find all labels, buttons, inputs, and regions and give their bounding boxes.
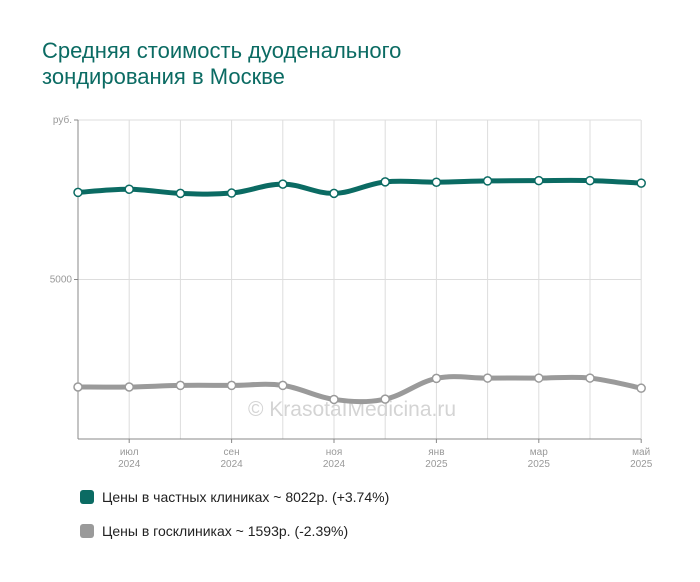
chart-title-line-1: Средняя стоимость дуоденального: [42, 38, 402, 63]
x-tick-label-month: ноя: [326, 447, 343, 458]
x-tick-label-month: май: [632, 447, 650, 458]
data-points: [73, 175, 646, 405]
series: [75, 177, 644, 405]
data-point-private[interactable]: [124, 184, 134, 194]
data-point-public[interactable]: [226, 380, 237, 391]
x-tick-label-year: 2025: [425, 459, 448, 470]
line-chart: руб.5000июл2024сен2024ноя2024янв2025мар2…: [50, 114, 653, 470]
data-point-private[interactable]: [278, 179, 288, 189]
data-point-private[interactable]: [431, 177, 442, 187]
chart-title-line-2: зондирования в Москве: [42, 64, 285, 89]
data-point-private[interactable]: [226, 188, 237, 198]
grid: [78, 119, 642, 439]
x-tick-label-year: 2024: [220, 459, 243, 470]
data-point-public[interactable]: [636, 383, 646, 393]
x-tick-label-month: июл: [120, 447, 139, 458]
x-tick-label-year: 2025: [528, 459, 551, 470]
data-point-private[interactable]: [175, 188, 186, 199]
x-tick-label-year: 2024: [323, 459, 346, 470]
legend-swatch-private: [80, 490, 94, 504]
data-point-private[interactable]: [73, 187, 83, 198]
data-point-private[interactable]: [329, 188, 339, 199]
data-point-public[interactable]: [73, 382, 83, 392]
data-point-public[interactable]: [329, 394, 339, 405]
x-tick-label-month: янв: [428, 447, 444, 458]
legend-label-private: Цены в частных клиниках ~ 8022р. (+3.74%…: [102, 489, 390, 505]
data-point-public[interactable]: [482, 373, 493, 383]
data-point-public[interactable]: [431, 373, 442, 384]
data-point-private[interactable]: [380, 177, 390, 187]
data-point-private[interactable]: [636, 178, 646, 188]
data-point-public[interactable]: [278, 380, 288, 391]
legend-item-private[interactable]: Цены в частных клиниках ~ 8022р. (+3.74%…: [80, 488, 389, 506]
axes: руб.5000июл2024сен2024ноя2024янв2025мар2…: [50, 114, 653, 470]
series-line-private: [75, 177, 644, 197]
data-point-public[interactable]: [534, 373, 544, 383]
legend: Цены в частных клиниках ~ 8022р. (+3.74%…: [80, 488, 389, 556]
data-point-public[interactable]: [124, 382, 134, 392]
data-point-private[interactable]: [534, 175, 544, 186]
x-tick-label-month: сен: [224, 447, 240, 458]
legend-item-public[interactable]: Цены в госклиниках ~ 1593р. (-2.39%): [80, 522, 389, 540]
data-point-private[interactable]: [482, 176, 493, 186]
y-axis-unit-label: руб.: [53, 114, 72, 126]
x-tick-label-month: мар: [530, 447, 548, 458]
legend-swatch-public: [80, 524, 94, 538]
data-point-private[interactable]: [585, 175, 595, 186]
data-point-public[interactable]: [380, 394, 390, 404]
y-tick-label: 5000: [50, 275, 73, 286]
watermark: © KrasotaIMedicina.ru: [248, 398, 456, 421]
chart-title: Средняя стоимость дуоденального зондиров…: [42, 38, 602, 90]
x-tick-label-year: 2025: [630, 459, 653, 470]
data-point-public[interactable]: [175, 380, 186, 391]
data-point-public[interactable]: [585, 373, 595, 383]
legend-label-public: Цены в госклиниках ~ 1593р. (-2.39%): [102, 523, 349, 539]
x-tick-label-year: 2024: [118, 459, 141, 470]
